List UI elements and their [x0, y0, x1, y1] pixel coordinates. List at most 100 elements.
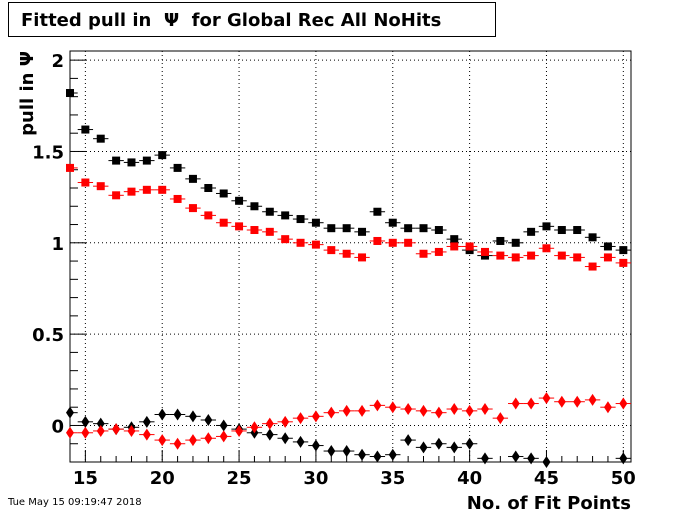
data-point-square: [588, 233, 597, 242]
data-point-diamond: [219, 419, 228, 432]
data-point-square: [127, 187, 136, 196]
data-point-diamond: [358, 404, 367, 417]
data-point-diamond: [557, 395, 566, 408]
data-point-square: [235, 222, 244, 231]
data-point-square: [358, 253, 367, 262]
data-point-diamond: [204, 432, 213, 445]
data-point-diamond: [265, 428, 274, 441]
data-point-square: [542, 244, 551, 253]
data-point-diamond: [296, 412, 305, 425]
data-point-diamond: [311, 439, 320, 452]
data-point-diamond: [296, 435, 305, 448]
data-point-diamond: [388, 448, 397, 461]
data-point-square: [450, 242, 459, 251]
data-point-square: [142, 185, 151, 194]
data-point-diamond: [373, 450, 382, 463]
data-point-square: [373, 236, 382, 245]
data-point-square: [250, 226, 259, 235]
data-point-square: [434, 247, 443, 256]
data-point-diamond: [158, 434, 167, 447]
data-point-square: [296, 215, 305, 224]
x-tick-label: 25: [227, 468, 252, 489]
data-point-square: [619, 258, 628, 267]
data-point-diamond: [480, 403, 489, 416]
data-point-diamond: [527, 397, 536, 410]
data-point-square: [511, 253, 520, 262]
data-point-square: [265, 227, 274, 236]
data-point-diamond: [142, 415, 151, 428]
data-point-square: [188, 174, 197, 183]
data-point-square: [419, 249, 428, 258]
data-point-diamond: [235, 424, 244, 437]
data-point-diamond: [158, 408, 167, 421]
y-axis-title: pull in Ψ: [17, 51, 38, 136]
chart-title-box: Fitted pull in Ψ for Global Rec All NoHi…: [8, 2, 496, 37]
data-point-diamond: [142, 428, 151, 441]
data-point-diamond: [404, 403, 413, 416]
data-point-diamond: [465, 404, 474, 417]
data-point-diamond: [358, 448, 367, 461]
data-point-square: [480, 247, 489, 256]
data-point-square: [388, 238, 397, 247]
data-point-diamond: [81, 426, 90, 439]
chart-title: Fitted pull in Ψ for Global Rec All NoHi…: [21, 10, 442, 31]
data-point-diamond: [450, 441, 459, 454]
x-axis-title: No. of Fit Points: [467, 493, 631, 514]
data-point-diamond: [342, 445, 351, 458]
data-point-square: [588, 262, 597, 271]
plot-frame: [69, 50, 632, 463]
data-point-diamond: [112, 423, 121, 436]
data-point-diamond: [281, 415, 290, 428]
data-point-square: [296, 238, 305, 247]
data-point-square: [96, 182, 105, 191]
data-point-diamond: [511, 450, 520, 463]
timestamp-footer: Tue May 15 09:19:47 2018: [8, 497, 142, 508]
data-point-square: [204, 211, 213, 220]
data-point-square: [358, 227, 367, 236]
data-point-diamond: [173, 408, 182, 421]
data-point-square: [527, 227, 536, 236]
x-tick-label: 30: [303, 468, 328, 489]
data-point-square: [281, 211, 290, 220]
data-point-square: [173, 163, 182, 172]
data-point-diamond: [173, 437, 182, 450]
data-markers: [66, 89, 631, 468]
data-point-square: [557, 251, 566, 260]
data-point-square: [158, 151, 167, 160]
data-point-diamond: [542, 456, 551, 468]
data-point-diamond: [265, 417, 274, 430]
data-point-square: [311, 218, 320, 227]
data-point-square: [388, 218, 397, 227]
x-tick-label: 20: [150, 468, 175, 489]
data-point-diamond: [373, 399, 382, 412]
data-point-square: [311, 240, 320, 249]
data-point-diamond: [388, 401, 397, 414]
x-tick-label: 15: [73, 468, 98, 489]
data-point-square: [573, 226, 582, 235]
data-point-square: [158, 185, 167, 194]
x-tick-label: 45: [534, 468, 559, 489]
data-point-diamond: [480, 452, 489, 465]
data-point-square: [66, 163, 74, 172]
data-point-square: [81, 125, 90, 134]
data-point-diamond: [404, 434, 413, 447]
data-point-diamond: [619, 452, 628, 465]
data-point-diamond: [342, 404, 351, 417]
data-point-square: [219, 189, 228, 198]
grid-lines: [70, 51, 631, 462]
data-point-diamond: [327, 406, 336, 419]
y-tick-label: 0: [51, 416, 64, 437]
data-point-square: [142, 156, 151, 165]
data-point-diamond: [188, 410, 197, 423]
data-point-diamond: [496, 412, 505, 425]
data-point-square: [373, 207, 382, 216]
data-point-square: [281, 235, 290, 244]
data-point-square: [465, 242, 474, 251]
y-tick-label: 0.5: [32, 325, 64, 346]
data-point-diamond: [619, 397, 628, 410]
data-point-diamond: [419, 441, 428, 454]
data-point-diamond: [573, 395, 582, 408]
data-point-square: [342, 249, 351, 258]
data-point-square: [557, 226, 566, 235]
